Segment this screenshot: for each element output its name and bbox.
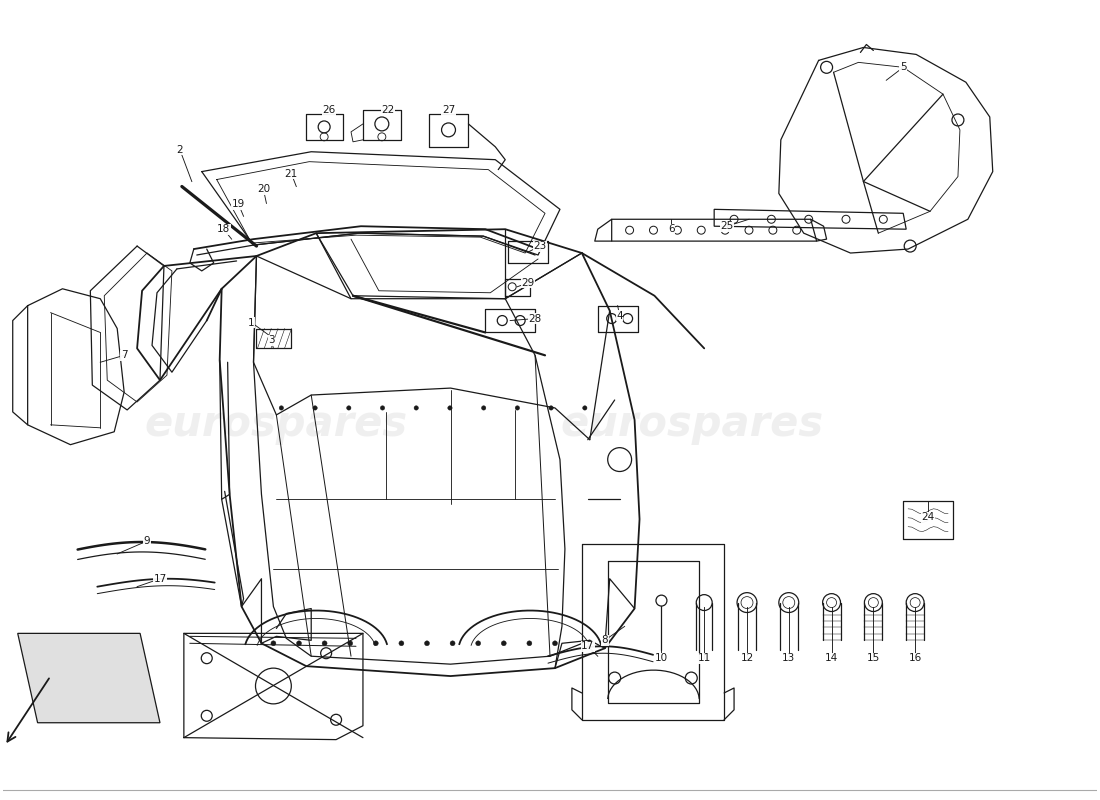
Circle shape	[346, 406, 351, 410]
Text: 2: 2	[177, 145, 184, 154]
Text: 23: 23	[534, 241, 547, 251]
Circle shape	[527, 641, 532, 646]
Circle shape	[381, 406, 385, 410]
Text: 14: 14	[825, 653, 838, 663]
Circle shape	[373, 641, 378, 646]
Text: eurospares: eurospares	[145, 403, 408, 445]
Text: 25: 25	[720, 222, 734, 231]
Text: 19: 19	[232, 199, 245, 210]
Text: 16: 16	[909, 653, 922, 663]
Circle shape	[322, 641, 327, 646]
Polygon shape	[18, 634, 160, 722]
Text: 4: 4	[616, 310, 623, 321]
Circle shape	[552, 641, 558, 646]
Text: 1: 1	[249, 318, 255, 327]
Text: 15: 15	[867, 653, 880, 663]
Text: 10: 10	[654, 653, 668, 663]
Text: 5: 5	[900, 62, 906, 72]
Circle shape	[414, 406, 418, 410]
Text: 28: 28	[528, 314, 541, 323]
Circle shape	[475, 641, 481, 646]
Text: 6: 6	[668, 224, 674, 234]
Circle shape	[502, 641, 506, 646]
Text: 11: 11	[697, 653, 711, 663]
Text: 17: 17	[581, 642, 594, 651]
Circle shape	[450, 641, 455, 646]
Text: 3: 3	[268, 335, 275, 346]
Text: 20: 20	[257, 185, 270, 194]
Text: 24: 24	[922, 512, 935, 522]
Text: 18: 18	[217, 224, 230, 234]
Text: 13: 13	[782, 653, 795, 663]
Text: 26: 26	[322, 105, 335, 115]
Circle shape	[399, 641, 404, 646]
Circle shape	[312, 406, 317, 410]
Text: 12: 12	[740, 653, 754, 663]
Circle shape	[425, 641, 429, 646]
Text: 8: 8	[602, 635, 608, 646]
Circle shape	[448, 406, 452, 410]
Circle shape	[279, 406, 284, 410]
Text: 22: 22	[382, 105, 395, 115]
Text: 29: 29	[521, 278, 535, 288]
Text: 17: 17	[153, 574, 166, 584]
Text: eurospares: eurospares	[561, 403, 824, 445]
Circle shape	[348, 641, 353, 646]
Circle shape	[482, 406, 486, 410]
Circle shape	[297, 641, 301, 646]
Text: 9: 9	[144, 536, 151, 546]
Circle shape	[271, 641, 276, 646]
Text: 27: 27	[442, 105, 455, 115]
Text: 21: 21	[285, 169, 298, 178]
Circle shape	[549, 406, 553, 410]
Circle shape	[583, 406, 587, 410]
Circle shape	[515, 406, 519, 410]
Text: 7: 7	[121, 350, 128, 360]
